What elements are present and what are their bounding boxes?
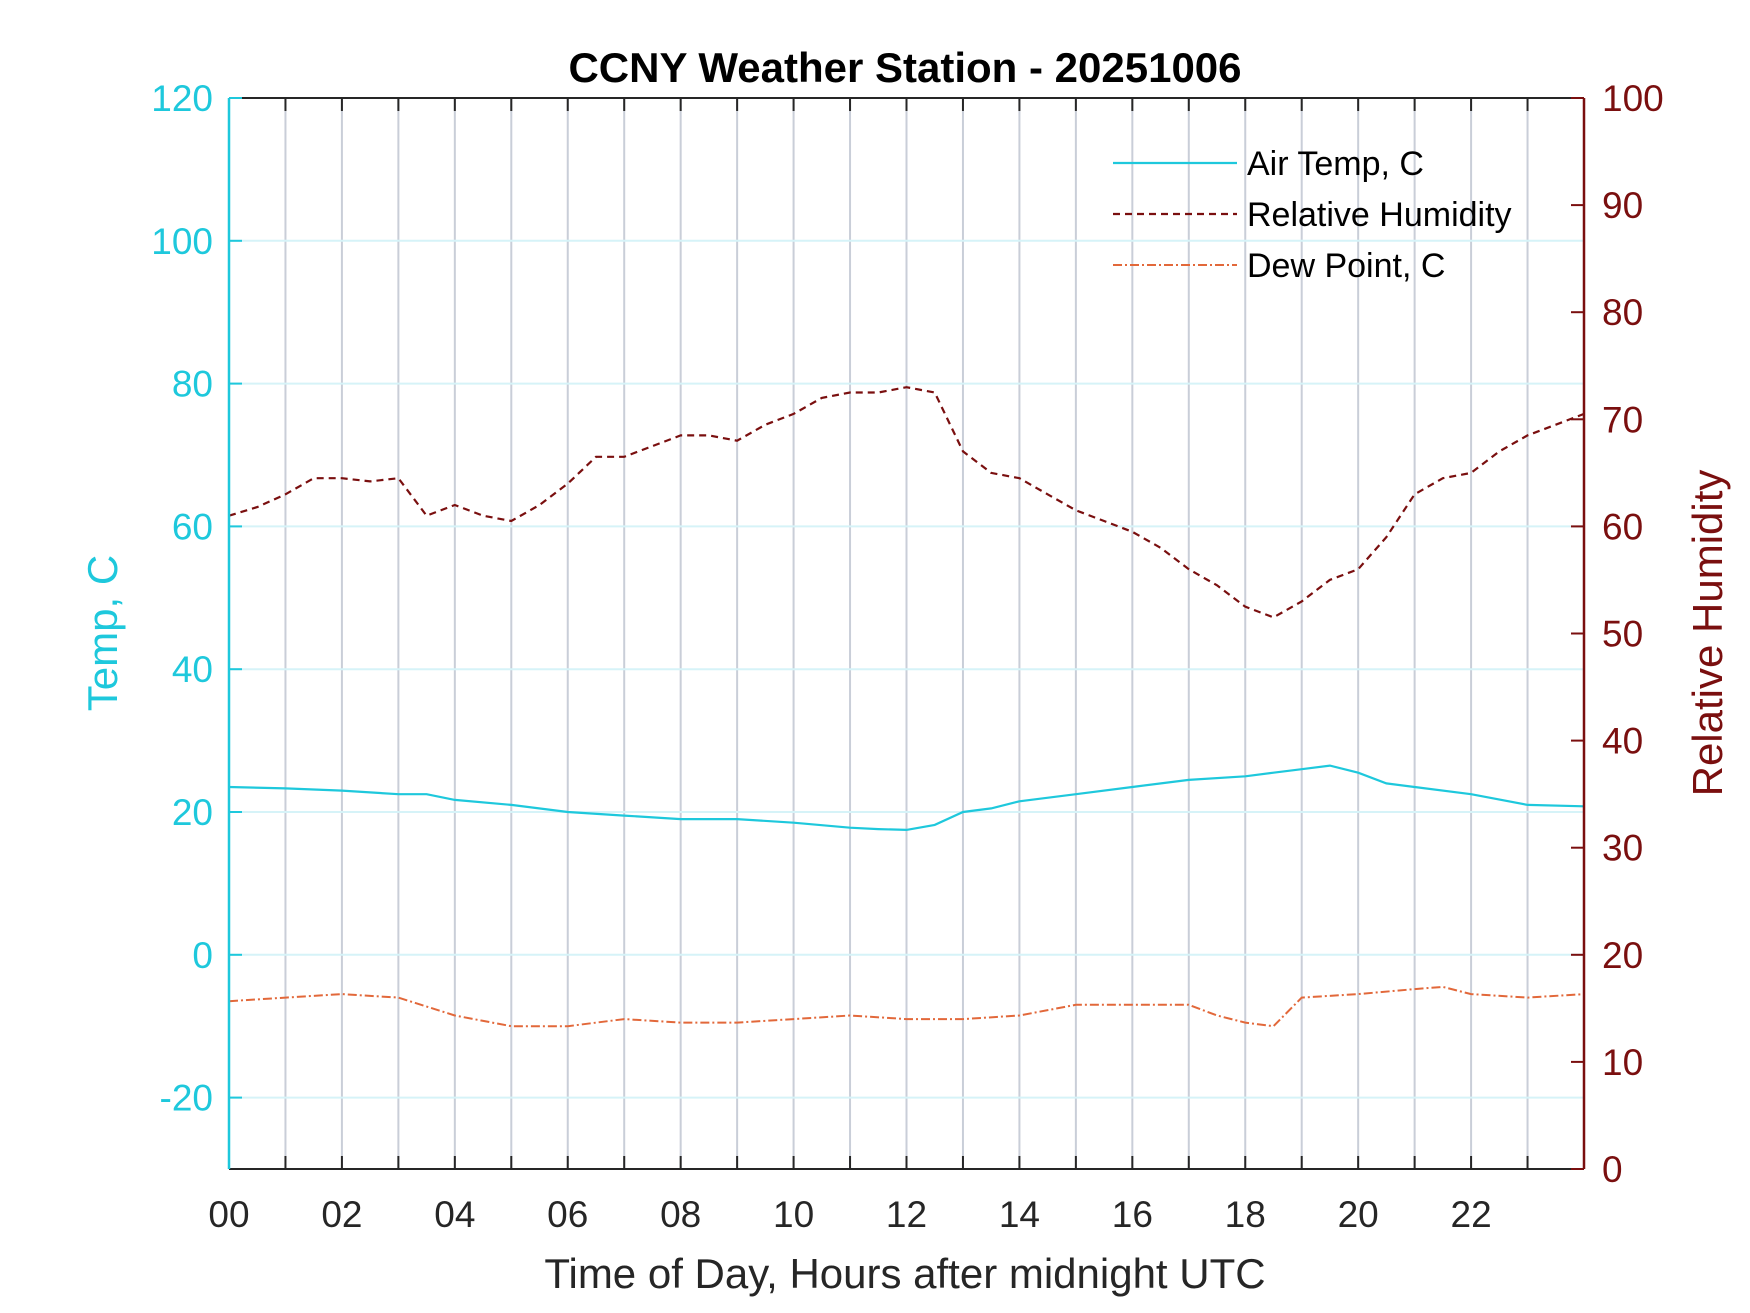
y-right-tick-label: 40 <box>1602 721 1643 762</box>
y-left-tick-label: 40 <box>172 649 213 690</box>
y-left-tick-label: 80 <box>172 364 213 405</box>
axes <box>227 97 1586 1170</box>
y-right-tick-label: 60 <box>1602 506 1643 547</box>
x-tick-label: 22 <box>1451 1194 1492 1235</box>
series-lines <box>228 386 1585 1028</box>
series-line-air-temp-c <box>228 764 1585 832</box>
y-right-tick-label: 0 <box>1602 1149 1623 1190</box>
x-tick-label: 18 <box>1225 1194 1266 1235</box>
y-left-tick-label: 120 <box>151 78 213 119</box>
x-tick-label: 20 <box>1338 1194 1379 1235</box>
legend-label: Dew Point, C <box>1247 247 1445 285</box>
x-tick-label: 06 <box>547 1194 588 1235</box>
legend-label: Relative Humidity <box>1247 196 1512 234</box>
y-right-tick-label: 10 <box>1602 1042 1643 1083</box>
x-tick-label: 10 <box>773 1194 814 1235</box>
y-axis-left-title: Temp, C <box>79 555 126 711</box>
x-tick-label: 04 <box>434 1194 475 1235</box>
legend-label: Air Temp, C <box>1247 145 1424 183</box>
series-line-relative-humidity <box>228 386 1585 619</box>
y-axis-right-title: Relative Humidity <box>1684 470 1731 797</box>
x-tick-label: 12 <box>886 1194 927 1235</box>
y-right-tick-label: 20 <box>1602 935 1643 976</box>
y-left-tick-label: 0 <box>192 935 213 976</box>
y-left-tick-label: 100 <box>151 221 213 262</box>
y-right-tick-label: 30 <box>1602 828 1643 869</box>
y-left-tick-label: 20 <box>172 792 213 833</box>
y-right-tick-label: 80 <box>1602 292 1643 333</box>
x-tick-label: 14 <box>999 1194 1040 1235</box>
y-right-tick-label: 50 <box>1602 614 1643 655</box>
y-left-tick-label: -20 <box>160 1078 213 1119</box>
grid-lines <box>229 98 1584 1169</box>
y-right-tick-label: 100 <box>1602 78 1664 119</box>
x-tick-label: 02 <box>321 1194 362 1235</box>
y-left-tick-label: 60 <box>172 506 213 547</box>
series-line-dew-point-c <box>228 985 1585 1028</box>
y-right-tick-label: 90 <box>1602 185 1643 226</box>
x-axis-title: Time of Day, Hours after midnight UTC <box>544 1250 1265 1297</box>
chart-title: CCNY Weather Station - 20251006 <box>568 44 1241 91</box>
x-tick-label: 08 <box>660 1194 701 1235</box>
legend: Air Temp, C Relative Humidity Dew Point, C <box>1113 145 1512 285</box>
y-right-tick-label: 70 <box>1602 399 1643 440</box>
x-tick-label: 00 <box>208 1194 249 1235</box>
x-tick-label: 16 <box>1112 1194 1153 1235</box>
tick-labels: 00 02 04 06 08 10 12 14 16 18 20 22-200204060801001… <box>151 78 1663 1235</box>
